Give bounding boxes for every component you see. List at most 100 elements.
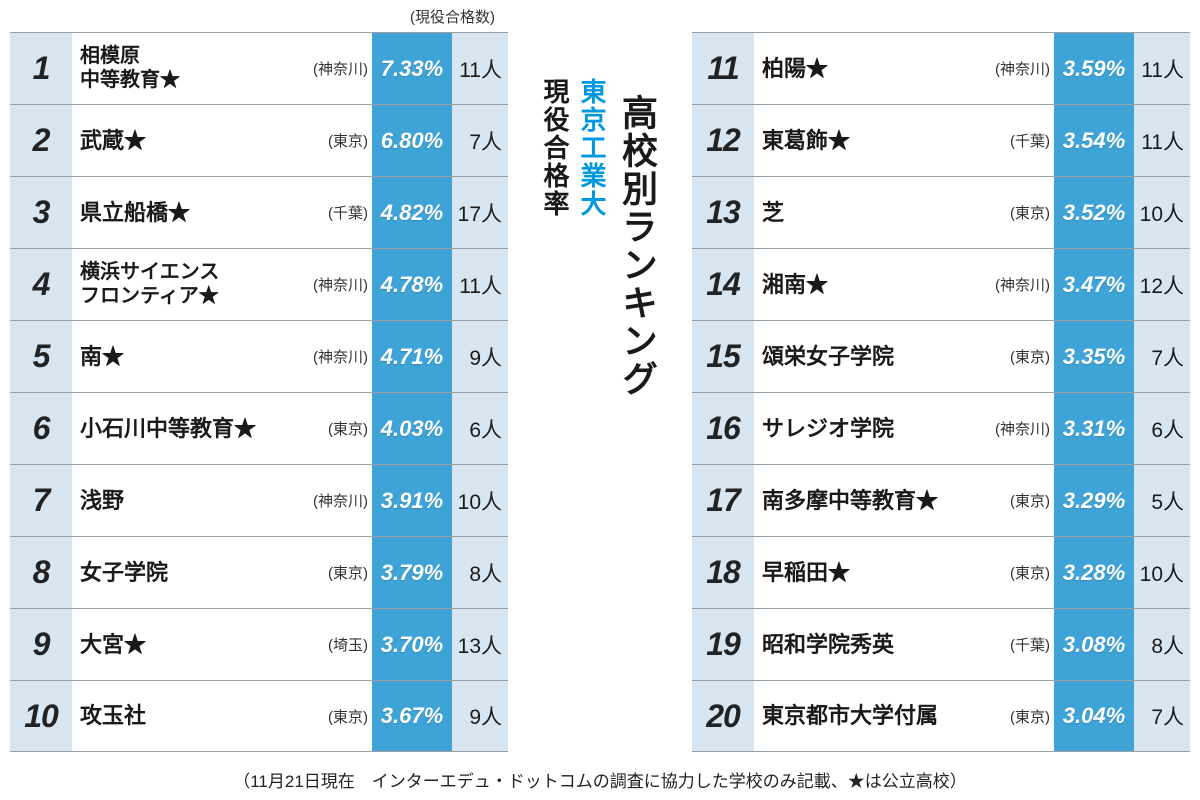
count-cell: 11人: [452, 33, 508, 104]
prefecture-cell: (東京): [304, 681, 372, 751]
school-cell: 浅野: [72, 465, 304, 536]
prefecture-cell: (神奈川): [986, 33, 1054, 104]
prefecture-cell: (東京): [986, 177, 1054, 248]
ranking-container: (現役合格数) 1相模原 中等教育★(神奈川)7.33%11人2武蔵★(東京)6…: [0, 0, 1200, 800]
table-row: 16サレジオ学院(神奈川)3.31%6人: [692, 392, 1190, 464]
school-cell: 大宮★: [72, 609, 304, 680]
school-cell: 南多摩中等教育★: [754, 465, 986, 536]
count-cell: 13人: [452, 609, 508, 680]
prefecture-cell: (東京): [304, 393, 372, 464]
rank-cell: 8: [10, 537, 72, 608]
rank-cell: 13: [692, 177, 754, 248]
prefecture-cell: (東京): [304, 105, 372, 176]
percent-cell: 3.08%: [1054, 609, 1134, 680]
school-cell: サレジオ学院: [754, 393, 986, 464]
percent-cell: 3.70%: [372, 609, 452, 680]
table-row: 2武蔵★(東京)6.80%7人: [10, 104, 508, 176]
rank-cell: 19: [692, 609, 754, 680]
rank-cell: 17: [692, 465, 754, 536]
rank-cell: 1: [10, 33, 72, 104]
percent-cell: 3.47%: [1054, 249, 1134, 320]
table-row: 19昭和学院秀英(千葉)3.08%8人: [692, 608, 1190, 680]
school-cell: 頌栄女子学院: [754, 321, 986, 392]
ranking-column-left: 1相模原 中等教育★(神奈川)7.33%11人2武蔵★(東京)6.80%7人3県…: [10, 32, 508, 752]
rank-cell: 2: [10, 105, 72, 176]
school-cell: 東葛飾★: [754, 105, 986, 176]
count-cell: 7人: [1134, 681, 1190, 751]
title-part-black: 現役合格率: [537, 78, 574, 398]
percent-cell: 3.67%: [372, 681, 452, 751]
school-cell: 小石川中等教育★: [72, 393, 304, 464]
school-cell: 横浜サイエンス フロンティア★: [72, 249, 304, 320]
rank-cell: 7: [10, 465, 72, 536]
percent-cell: 4.82%: [372, 177, 452, 248]
count-cell: 7人: [452, 105, 508, 176]
table-row: 18早稲田★(東京)3.28%10人: [692, 536, 1190, 608]
table-row: 1相模原 中等教育★(神奈川)7.33%11人: [10, 32, 508, 104]
rank-cell: 18: [692, 537, 754, 608]
count-cell: 6人: [1134, 393, 1190, 464]
rank-cell: 3: [10, 177, 72, 248]
count-cell: 7人: [1134, 321, 1190, 392]
count-cell: 5人: [1134, 465, 1190, 536]
count-cell: 10人: [452, 465, 508, 536]
table-row: 17南多摩中等教育★(東京)3.29%5人: [692, 464, 1190, 536]
rank-cell: 6: [10, 393, 72, 464]
count-cell: 10人: [1134, 177, 1190, 248]
prefecture-cell: (千葉): [986, 105, 1054, 176]
rank-cell: 4: [10, 249, 72, 320]
count-cell: 17人: [452, 177, 508, 248]
prefecture-cell: (神奈川): [986, 393, 1054, 464]
percent-cell: 3.59%: [1054, 33, 1134, 104]
school-cell: 武蔵★: [72, 105, 304, 176]
table-row: 9大宮★(埼玉)3.70%13人: [10, 608, 508, 680]
table-row: 13芝(東京)3.52%10人: [692, 176, 1190, 248]
table-row: 4横浜サイエンス フロンティア★(神奈川)4.78%11人: [10, 248, 508, 320]
prefecture-cell: (埼玉): [304, 609, 372, 680]
percent-cell: 4.03%: [372, 393, 452, 464]
count-cell: 9人: [452, 681, 508, 751]
prefecture-cell: (東京): [986, 465, 1054, 536]
percent-cell: 3.52%: [1054, 177, 1134, 248]
table-row: 20東京都市大学付属(東京)3.04%7人: [692, 680, 1190, 752]
title-part-blue: 東京工業大: [574, 78, 611, 398]
school-cell: 県立船橋★: [72, 177, 304, 248]
count-cell: 11人: [1134, 105, 1190, 176]
percent-cell: 3.28%: [1054, 537, 1134, 608]
count-cell: 10人: [1134, 537, 1190, 608]
percent-cell: 3.79%: [372, 537, 452, 608]
school-cell: 柏陽★: [754, 33, 986, 104]
rank-cell: 14: [692, 249, 754, 320]
table-row: 7浅野(神奈川)3.91%10人: [10, 464, 508, 536]
header-note: (現役合格数): [410, 6, 495, 27]
title-part-large: 高校別ランキング: [611, 94, 663, 398]
count-cell: 11人: [452, 249, 508, 320]
footer-note: （11月21日現在 インターエデュ・ドットコムの調査に協力した学校のみ記載、★は…: [233, 767, 967, 792]
percent-cell: 3.29%: [1054, 465, 1134, 536]
rank-cell: 11: [692, 33, 754, 104]
school-cell: 昭和学院秀英: [754, 609, 986, 680]
school-cell: 女子学院: [72, 537, 304, 608]
percent-cell: 7.33%: [372, 33, 452, 104]
count-cell: 8人: [1134, 609, 1190, 680]
school-cell: 東京都市大学付属: [754, 681, 986, 751]
table-row: 3県立船橋★(千葉)4.82%17人: [10, 176, 508, 248]
percent-cell: 3.91%: [372, 465, 452, 536]
count-cell: 12人: [1134, 249, 1190, 320]
percent-cell: 4.78%: [372, 249, 452, 320]
table-row: 14湘南★(神奈川)3.47%12人: [692, 248, 1190, 320]
prefecture-cell: (神奈川): [304, 321, 372, 392]
prefecture-cell: (東京): [986, 537, 1054, 608]
rank-cell: 20: [692, 681, 754, 751]
percent-cell: 4.71%: [372, 321, 452, 392]
percent-cell: 3.54%: [1054, 105, 1134, 176]
prefecture-cell: (東京): [986, 321, 1054, 392]
ranking-column-right: 11柏陽★(神奈川)3.59%11人12東葛飾★(千葉)3.54%11人13芝(…: [692, 32, 1190, 752]
school-cell: 攻玉社: [72, 681, 304, 751]
school-cell: 芝: [754, 177, 986, 248]
rank-cell: 5: [10, 321, 72, 392]
rank-cell: 12: [692, 105, 754, 176]
count-cell: 9人: [452, 321, 508, 392]
rank-cell: 10: [10, 681, 72, 751]
table-row: 6小石川中等教育★(東京)4.03%6人: [10, 392, 508, 464]
